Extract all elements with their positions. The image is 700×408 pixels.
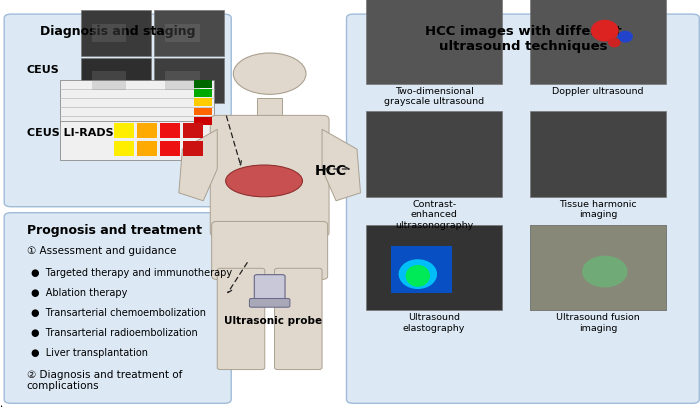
Bar [257, 98, 282, 121]
Text: CEUS: CEUS [27, 65, 60, 75]
Text: Ultrasonic probe: Ultrasonic probe [224, 316, 322, 326]
Bar [81, 10, 151, 56]
Bar [366, 111, 503, 197]
Text: Contrast-
enhanced
ultrasonography: Contrast- enhanced ultrasonography [395, 200, 473, 230]
Bar [60, 80, 214, 125]
Bar [160, 123, 180, 138]
Bar [194, 108, 211, 115]
Bar [530, 224, 666, 310]
Bar [81, 58, 151, 104]
Text: ① Assessment and guidance: ① Assessment and guidance [27, 246, 176, 257]
Bar [160, 141, 180, 156]
Ellipse shape [582, 256, 627, 288]
Ellipse shape [225, 165, 302, 197]
Polygon shape [322, 129, 360, 201]
Bar [165, 24, 199, 42]
Bar [60, 120, 214, 160]
Bar [366, 224, 503, 310]
Text: Ultrasound
elastography: Ultrasound elastography [403, 313, 466, 333]
FancyBboxPatch shape [210, 115, 329, 237]
Text: ② Diagnosis and treatment of
complications: ② Diagnosis and treatment of complicatio… [27, 370, 182, 391]
FancyBboxPatch shape [4, 14, 231, 207]
Text: Prognosis and treatment: Prognosis and treatment [27, 224, 202, 237]
Text: Two-dimensional
grayscale ultrasound: Two-dimensional grayscale ultrasound [384, 87, 484, 106]
Ellipse shape [398, 259, 437, 289]
Bar [391, 246, 452, 293]
Text: Ultrasound fusion
imaging: Ultrasound fusion imaging [556, 313, 640, 333]
Bar [194, 117, 211, 124]
Text: ●  Transarterial chemoembolization: ● Transarterial chemoembolization [31, 308, 206, 318]
FancyBboxPatch shape [249, 299, 290, 307]
Text: Tissue harmonic
imaging: Tissue harmonic imaging [559, 200, 637, 220]
FancyBboxPatch shape [346, 14, 699, 404]
Bar [530, 0, 666, 84]
Text: Doppler ultrasound: Doppler ultrasound [552, 87, 644, 96]
FancyBboxPatch shape [217, 268, 265, 370]
Text: HCC: HCC [315, 164, 347, 178]
Bar [194, 98, 211, 106]
Bar [183, 141, 203, 156]
Bar [194, 80, 211, 88]
Bar [165, 71, 199, 90]
Bar [114, 123, 134, 138]
Bar [155, 58, 224, 104]
Ellipse shape [608, 38, 621, 47]
Bar [92, 24, 127, 42]
Bar [114, 141, 134, 156]
Circle shape [233, 53, 306, 94]
Text: ●  Transarterial radioembolization: ● Transarterial radioembolization [31, 328, 197, 338]
Bar [155, 10, 224, 56]
Bar [194, 89, 211, 97]
FancyBboxPatch shape [274, 268, 322, 370]
Bar [92, 71, 127, 90]
Text: ●  Targeted therapy and immunotherapy: ● Targeted therapy and immunotherapy [31, 268, 232, 278]
Ellipse shape [405, 265, 430, 287]
Text: CEUS LI-RADS: CEUS LI-RADS [27, 128, 113, 137]
Text: ●  Ablation therapy: ● Ablation therapy [31, 288, 127, 298]
Bar [183, 123, 203, 138]
Ellipse shape [617, 31, 633, 42]
Text: HCC images with different
ultrasound techniques: HCC images with different ultrasound tec… [425, 25, 621, 53]
FancyBboxPatch shape [211, 222, 328, 279]
Text: Diagnosis and staging: Diagnosis and staging [40, 25, 195, 38]
FancyBboxPatch shape [254, 275, 285, 304]
Bar [530, 111, 666, 197]
Text: ●  Liver transplantation: ● Liver transplantation [31, 348, 148, 358]
Bar [366, 0, 503, 84]
Bar [137, 123, 157, 138]
Polygon shape [178, 129, 217, 201]
FancyArrow shape [0, 406, 1, 407]
Bar [137, 141, 157, 156]
Ellipse shape [591, 20, 619, 42]
Bar [530, 224, 666, 310]
FancyBboxPatch shape [4, 213, 231, 404]
